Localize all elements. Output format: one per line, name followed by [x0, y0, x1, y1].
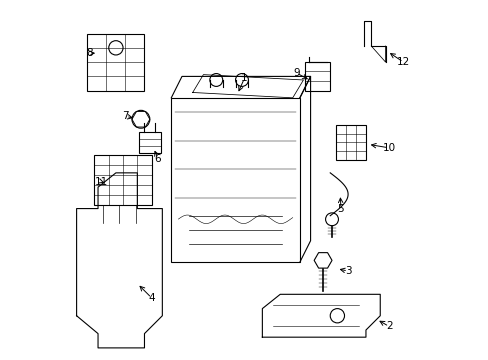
Text: 1: 1 [241, 73, 247, 83]
Text: 2: 2 [385, 321, 392, 332]
Text: 8: 8 [85, 48, 92, 58]
Text: 12: 12 [396, 57, 409, 67]
Text: 7: 7 [122, 111, 129, 121]
Text: 4: 4 [148, 293, 155, 303]
Text: 5: 5 [337, 203, 344, 213]
Text: 9: 9 [292, 68, 299, 78]
Text: 11: 11 [95, 177, 108, 187]
Text: 3: 3 [344, 266, 351, 276]
Text: 6: 6 [154, 154, 161, 163]
Text: 10: 10 [382, 143, 395, 153]
